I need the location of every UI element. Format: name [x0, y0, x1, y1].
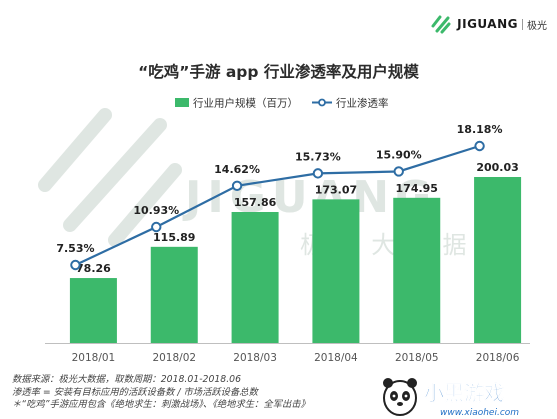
bar: [312, 199, 360, 343]
bar-value-label: 157.86: [234, 196, 277, 209]
bar: [69, 278, 117, 343]
bar-value-label: 78.26: [76, 262, 111, 275]
bar-labels: 78.26 115.89 157.86 173.07 174.95 200.03: [76, 161, 519, 275]
legend-line-marker: [318, 98, 326, 107]
watermark-logo-icon: [38, 108, 182, 247]
line-point: [393, 166, 404, 177]
brand-name: JIGUANG: [457, 17, 518, 31]
site-watermark-text: 小黑游戏: [424, 381, 504, 405]
x-tick-label: 2018/04: [314, 352, 358, 364]
panda-mascot-icon: [383, 378, 417, 416]
bar: [474, 177, 522, 343]
legend: 行业用户规模（百万） 行业渗透率: [175, 97, 389, 110]
line-value-label: 14.62%: [214, 163, 260, 176]
brand-name-cn: 极光: [527, 20, 547, 32]
footnote-note: ＊“吃鸡”手游应用包含《绝地求生：刺激战场》、《绝地求生：全军出击》: [12, 399, 310, 410]
line-value-label: 18.18%: [457, 123, 503, 136]
line-point: [70, 259, 81, 271]
footnote-definition: 渗透率 = 安装有目标应用的活跃设备数 / 市场活跃设备总数: [12, 386, 258, 398]
jiguang-logo-icon: [431, 15, 451, 34]
footnotes: 数据来源：极光大数据，取数周期：2018.01-2018.06 渗透率 = 安装…: [12, 374, 310, 412]
bar-value-label: 174.95: [396, 182, 438, 195]
chart-title: “吃鸡”手游 app 行业渗透率及用户规模: [138, 63, 419, 81]
line-point: [312, 168, 324, 179]
site-watermark-url: www.xiaohei.com: [440, 408, 519, 418]
line-value-label: 15.90%: [376, 148, 422, 161]
legend-bar-swatch: [175, 98, 189, 107]
x-tick-label: 2018/05: [395, 352, 439, 364]
bar-value-label: 115.89: [153, 231, 195, 244]
x-tick-labels: 2018/01 2018/02 2018/03 2018/04 2018/05 2018/…: [72, 352, 520, 364]
x-tick-label: 2018/06: [476, 352, 520, 364]
footnote-source: 数据来源：极光大数据，取数周期：2018.01-2018.06: [12, 374, 241, 385]
x-tick-label: 2018/03: [233, 352, 277, 364]
line-series: [70, 140, 485, 271]
line-value-label: 15.73%: [295, 150, 341, 163]
bar: [150, 246, 198, 343]
bar: [231, 211, 279, 343]
site-watermark: 小黑游戏 www.xiaohei.com: [383, 378, 519, 418]
bar-value-label: 173.07: [315, 183, 357, 196]
legend-bar-label: 行业用户规模（百万）: [193, 97, 298, 110]
bar: [393, 197, 441, 343]
watermark-text: JIGUANG: [182, 172, 437, 223]
x-tick-label: 2018/01: [72, 352, 116, 364]
line-value-label: 10.93%: [133, 204, 179, 217]
line-point: [474, 140, 485, 152]
brand-divider: [522, 18, 523, 30]
line-point: [151, 221, 162, 233]
line-labels: 7.53% 10.93% 14.62% 15.73% 15.90% 18.18%: [56, 123, 502, 255]
x-tick-label: 2018/02: [152, 352, 196, 364]
line-path: [74, 144, 480, 266]
legend-line-label: 行业渗透率: [336, 97, 389, 110]
bars: [69, 177, 522, 343]
line-point: [231, 180, 243, 191]
line-value-label: 7.53%: [56, 242, 94, 255]
bar-value-label: 200.03: [476, 161, 518, 174]
brand-logo: JIGUANG 极光: [429, 12, 547, 36]
